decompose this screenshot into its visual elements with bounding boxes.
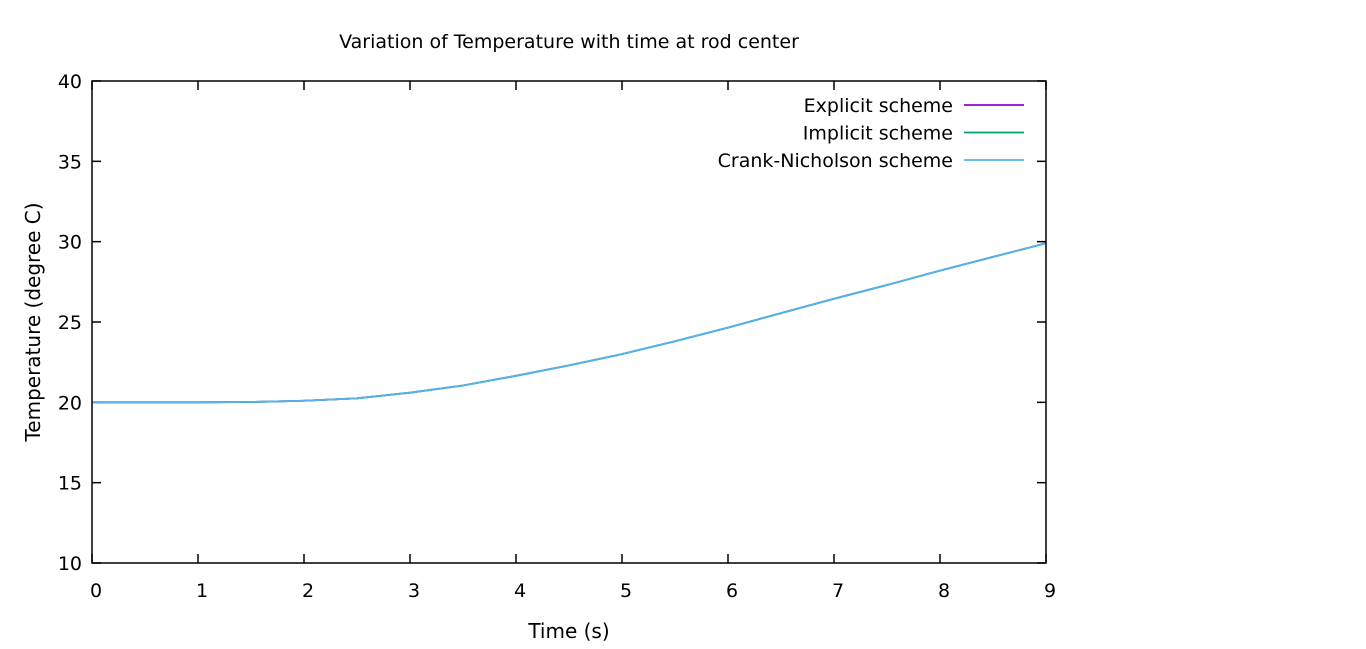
y-tick-label: 25	[58, 312, 82, 334]
x-tick-label: 5	[620, 580, 632, 602]
y-axis-label: Temperature (degree C)	[21, 202, 45, 442]
x-axis-label: Time (s)	[527, 619, 609, 643]
x-tick-label: 7	[832, 580, 844, 602]
series-line-3	[92, 242, 1047, 404]
y-axis-ticks: 10 15 20 25 30 35 40	[58, 71, 1046, 575]
chart-title: Variation of Temperature with time at ro…	[339, 31, 799, 53]
x-tick-label: 6	[726, 580, 738, 602]
x-tick-label: 9	[1044, 580, 1056, 602]
x-tick-label: 0	[90, 580, 102, 602]
y-tick-label: 20	[58, 392, 82, 414]
y-tick-label: 15	[58, 473, 82, 495]
legend-label: Crank-Nicholson scheme	[718, 150, 953, 172]
y-tick-label: 40	[58, 71, 82, 93]
legend: Explicit scheme Implicit scheme Crank-Nich…	[718, 95, 1024, 172]
legend-label: Explicit scheme	[804, 95, 953, 117]
series-line-2	[92, 242, 1047, 404]
y-tick-label: 10	[58, 553, 82, 575]
y-tick-label: 35	[58, 151, 82, 173]
series-lines	[92, 242, 1047, 404]
x-tick-label: 8	[938, 580, 950, 602]
legend-label: Implicit scheme	[803, 123, 953, 145]
x-axis-ticks: 0 1 2 3 4 5 6 7 8 9	[90, 81, 1056, 602]
x-tick-label: 3	[408, 580, 420, 602]
y-tick-label: 30	[58, 232, 82, 254]
plot-frame	[91, 80, 1047, 564]
series-line-1	[92, 242, 1047, 404]
x-tick-label: 2	[302, 580, 314, 602]
x-tick-label: 1	[196, 580, 208, 602]
x-tick-label: 4	[514, 580, 526, 602]
